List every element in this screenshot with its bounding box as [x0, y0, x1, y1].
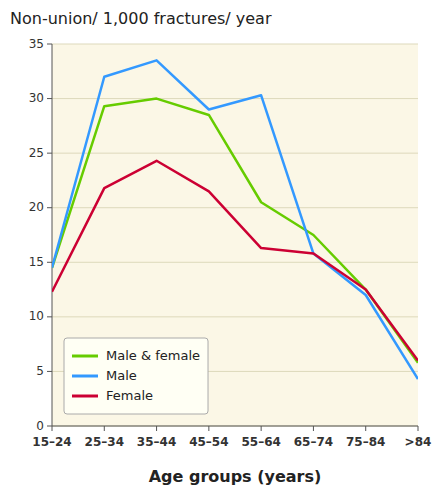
- x-tick-label: 65–74: [294, 435, 333, 449]
- series-line: [52, 60, 418, 379]
- y-tick: [47, 153, 52, 154]
- grid-line: [52, 316, 418, 317]
- x-axis: [52, 426, 418, 427]
- y-tick-label: 25: [29, 146, 44, 160]
- x-tick-label: 75–84: [346, 435, 385, 449]
- x-tick-label: 35–44: [137, 435, 176, 449]
- series-lines: [52, 60, 418, 379]
- grid: [52, 44, 418, 426]
- y-tick-label: 0: [36, 419, 44, 433]
- x-tick: [418, 426, 419, 431]
- grid-line: [52, 207, 418, 208]
- y-tick-label: 15: [29, 255, 44, 269]
- x-tick-label: 15–24: [32, 435, 71, 449]
- y-tick: [47, 98, 52, 99]
- legend-label: Male & female: [106, 348, 200, 363]
- y-tick: [47, 207, 52, 208]
- x-tick: [156, 426, 157, 431]
- y-axis: [52, 44, 53, 426]
- y-tick: [47, 262, 52, 263]
- series-line: [52, 161, 418, 361]
- chart: 0 5 10 15 20 25 30 35 15–24 25–34 35–44 45–54 55–64 6…: [0, 0, 436, 500]
- y-tick: [47, 44, 52, 45]
- y-tick: [47, 316, 52, 317]
- series-line: [52, 99, 418, 363]
- plot-area: [52, 44, 418, 426]
- x-tick: [261, 426, 262, 431]
- x-tick-label: 55–64: [241, 435, 280, 449]
- legend-label: Male: [106, 368, 137, 383]
- grid-line: [52, 426, 418, 427]
- legend: Male & female Male Female: [64, 338, 208, 414]
- title: Non-union/ 1,000 fractures/ year: [10, 9, 272, 28]
- legend-swatch: [72, 395, 98, 398]
- x-axis-label: Age groups (years): [149, 467, 322, 486]
- legend-swatch: [72, 375, 98, 378]
- x-tick-label: 25–34: [85, 435, 124, 449]
- y-tick-label: 5: [36, 364, 44, 378]
- x-tick: [104, 426, 105, 431]
- x-tick-label: 45–54: [189, 435, 228, 449]
- y-tick-label: 20: [29, 200, 44, 214]
- grid-line: [52, 153, 418, 154]
- legend-label: Female: [106, 388, 153, 403]
- grid-line: [52, 98, 418, 99]
- grid-line: [52, 262, 418, 263]
- y-tick-label: 30: [29, 91, 44, 105]
- x-tick: [52, 426, 53, 431]
- grid-line: [52, 44, 418, 45]
- y-tick: [47, 426, 52, 427]
- y-tick-label: 35: [29, 37, 44, 51]
- x-tick-label: >84: [405, 435, 432, 449]
- y-tick-label: 10: [29, 309, 44, 323]
- legend-box: [64, 338, 208, 414]
- x-tick: [208, 426, 209, 431]
- x-tick: [313, 426, 314, 431]
- x-tick: [365, 426, 366, 431]
- legend-swatch: [72, 355, 98, 358]
- y-tick: [47, 371, 52, 372]
